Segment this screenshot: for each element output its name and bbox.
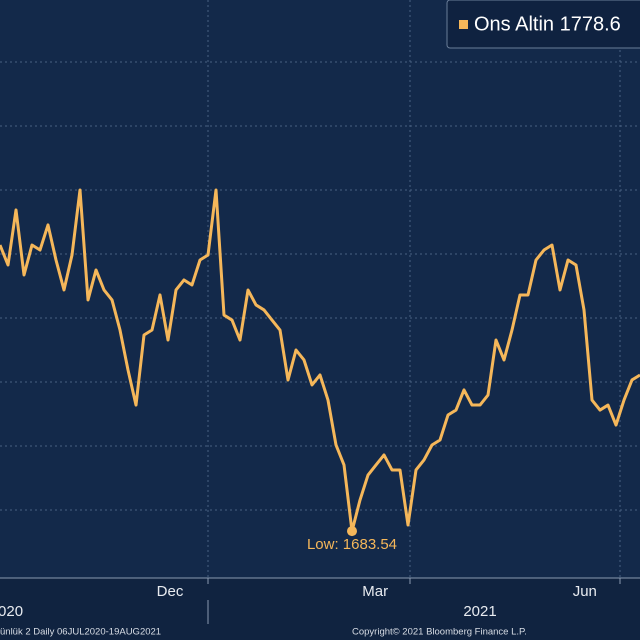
footer-left: ünlük 2 Daily 06JUL2020-19AUG2021: [0, 627, 161, 638]
year-label: 2020: [0, 603, 23, 620]
axis-band: [0, 578, 640, 640]
price-line: [0, 188, 640, 533]
low-marker: [347, 526, 357, 537]
footer-right: Copyright© 2021 Bloomberg Finance L.P.: [352, 627, 527, 638]
legend-box: [446, 0, 640, 49]
x-tick-label: Jun: [573, 583, 597, 600]
year-label: 2021: [463, 603, 496, 620]
low-annotation: Low: 1683.54: [307, 536, 397, 553]
x-tick-label: Dec: [157, 583, 184, 600]
x-tick-label: Mar: [362, 583, 388, 600]
legend-label: Ons Altin 1778.6: [474, 13, 621, 35]
legend-swatch: [459, 20, 468, 29]
